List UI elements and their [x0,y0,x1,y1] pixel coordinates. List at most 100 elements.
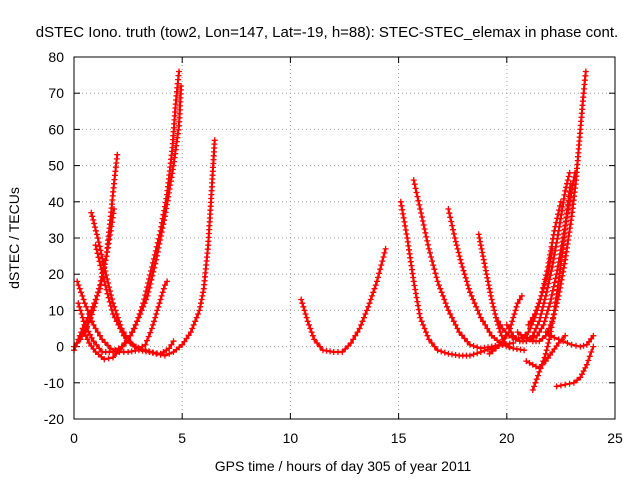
data-point [539,335,546,342]
data-point [566,169,573,176]
data-point [562,381,569,388]
data-point [483,271,490,278]
data-point [410,278,417,285]
data-point [97,247,104,254]
data-point [490,303,497,310]
data-point [433,274,440,281]
data-point [155,303,162,310]
data-point [428,340,435,346]
data-point [138,346,145,352]
data-point [185,332,192,339]
data-point [311,336,318,343]
data-point [523,358,530,365]
data-series-track [542,329,597,350]
data-point [97,281,104,288]
data-point [93,246,100,253]
data-point [414,193,421,200]
data-point [459,264,466,270]
data-point [94,329,101,336]
data-point [412,286,419,293]
data-point [362,311,369,317]
data-point [85,328,92,335]
data-point [160,221,167,228]
data-point [366,300,373,307]
data-point [484,274,491,281]
data-point [491,307,498,314]
data-point [424,332,431,339]
data-point [449,222,456,229]
data-point [482,264,489,270]
data-point [176,68,182,75]
data-point [550,315,556,322]
data-point [453,242,460,249]
data-point [590,343,597,350]
data-point [545,267,552,273]
data-point [144,292,151,299]
data-point [211,137,218,144]
data-point [510,314,517,321]
data-point [462,274,469,281]
data-point [157,351,164,358]
data-point [562,187,569,194]
data-point [135,344,142,351]
data-point [189,325,196,332]
data-point [148,276,155,283]
data-point [399,206,406,213]
data-series-track [523,332,569,372]
data-point [131,343,138,350]
data-point [159,289,166,296]
data-point [367,296,374,303]
data-point [506,325,512,332]
data-point [137,311,144,317]
data-point [198,300,204,307]
data-point [448,218,455,225]
data-point [158,292,165,299]
data-point [434,347,441,354]
data-point [126,338,133,345]
data-point [154,307,161,314]
data-point [98,266,105,273]
data-point [200,289,207,296]
data-point [532,379,539,386]
data-series-track [79,68,182,363]
data-point [477,242,484,249]
data-point [555,340,562,346]
data-point [82,332,89,339]
data-point [150,321,156,328]
data-point [75,300,82,307]
data-point [412,185,419,192]
data-point [127,332,134,339]
data-point [526,359,533,366]
data-point [583,361,590,368]
data-point [142,347,149,354]
data-point [549,320,556,327]
data-point [401,218,408,225]
data-point [475,231,482,238]
data-point [549,245,556,252]
data-point [370,289,377,296]
data-point [420,321,427,328]
data-point [75,282,82,289]
data-point [449,314,455,321]
data-point [95,239,102,246]
data-point [425,241,431,248]
data-point [95,254,102,261]
data-point [98,251,105,258]
data-point [92,224,98,231]
data-point [588,349,595,355]
data-point [534,303,541,310]
data-point [378,262,385,269]
plot-frame [73,56,616,420]
data-point [156,300,163,307]
data-point [543,274,550,281]
data-point [555,227,562,234]
data-point [81,300,88,307]
data-point [577,374,584,381]
data-point [531,311,538,317]
data-point [538,292,545,299]
data-point [431,343,438,350]
data-point [577,343,584,350]
data-point [193,314,200,321]
data-point [345,343,352,349]
x-tick-label: 10 [283,430,299,446]
